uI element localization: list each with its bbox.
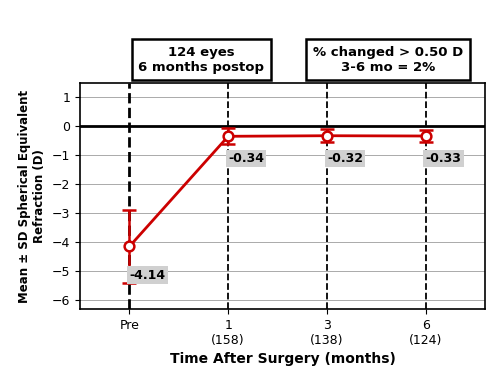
Text: % changed > 0.50 D
3-6 mo = 2%: % changed > 0.50 D 3-6 mo = 2% bbox=[312, 46, 463, 74]
Text: -4.14: -4.14 bbox=[130, 268, 166, 282]
Text: 124 eyes
6 months postop: 124 eyes 6 months postop bbox=[138, 46, 264, 74]
X-axis label: Time After Surgery (months): Time After Surgery (months) bbox=[170, 352, 396, 366]
Text: -0.32: -0.32 bbox=[327, 152, 363, 165]
Text: -0.34: -0.34 bbox=[228, 152, 264, 165]
Text: -0.33: -0.33 bbox=[426, 152, 462, 165]
Y-axis label: Mean ± SD Spherical Equivalent
Refraction (D): Mean ± SD Spherical Equivalent Refractio… bbox=[18, 89, 46, 303]
